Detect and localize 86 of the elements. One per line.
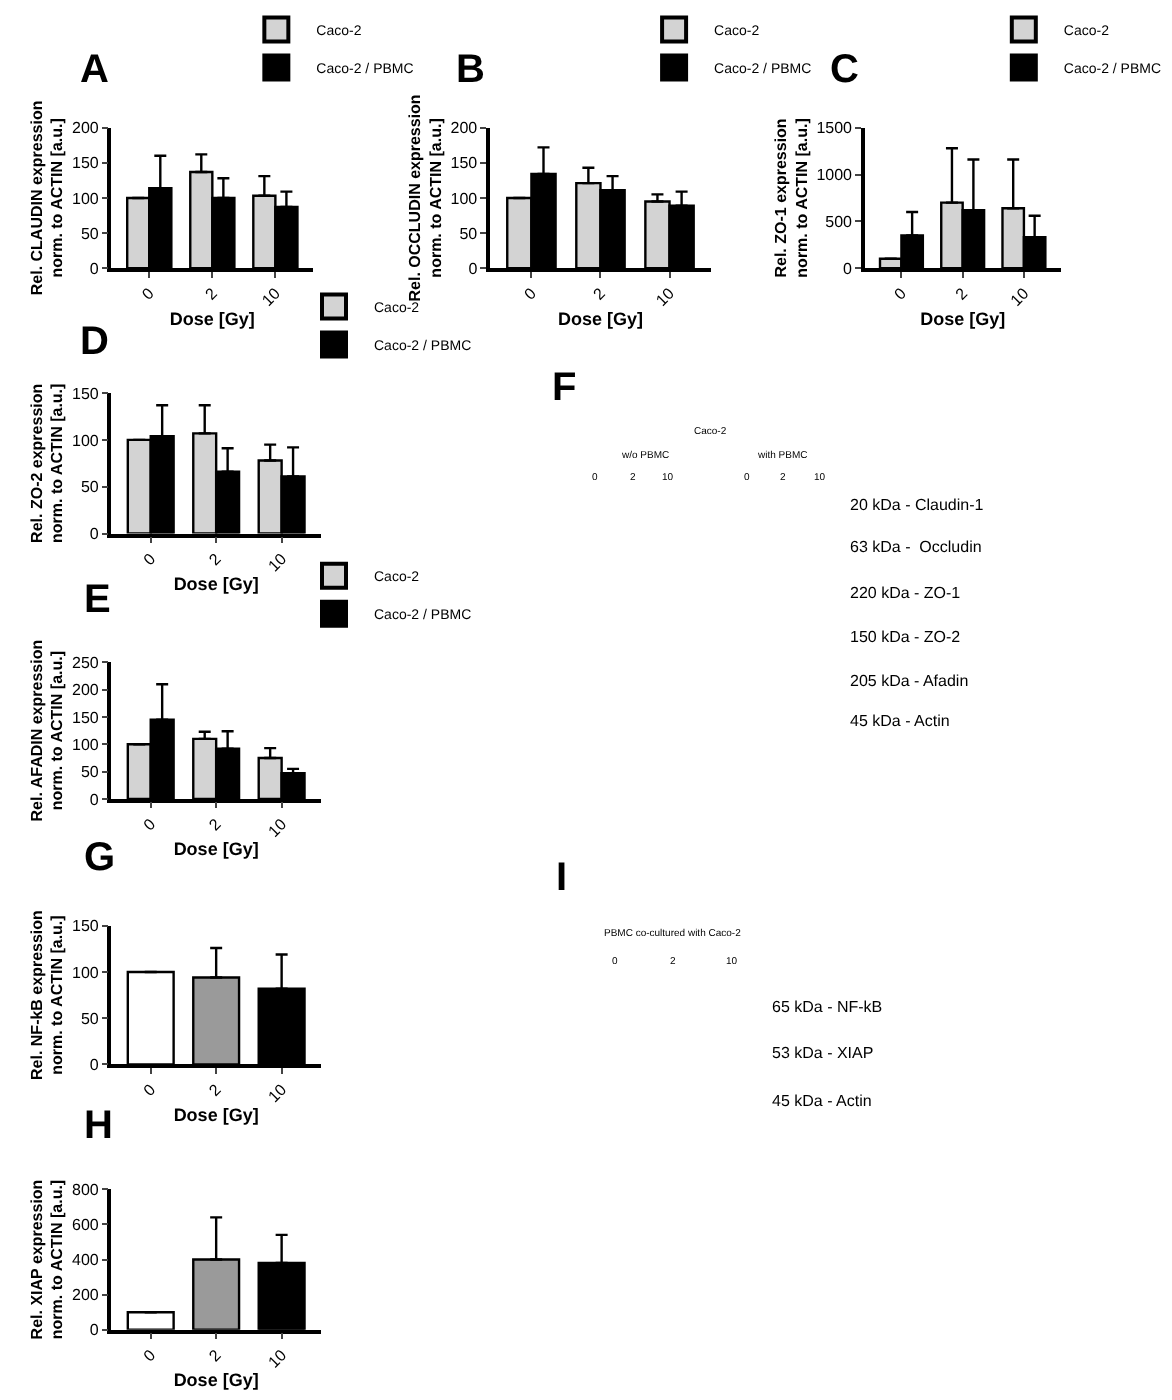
y-tick-label: 1000 bbox=[816, 166, 854, 185]
x-tick-label: 0 bbox=[890, 283, 911, 304]
x-tick-label: 10 bbox=[264, 814, 291, 841]
x-tick-label: 10 bbox=[258, 283, 285, 310]
y-tick-label: 50 bbox=[80, 763, 100, 782]
y-tick-label: 100 bbox=[72, 189, 100, 208]
x-tick-label: 2 bbox=[205, 1080, 226, 1100]
y-tick-label: 50 bbox=[80, 478, 100, 497]
chart-title: A bbox=[80, 48, 109, 92]
text: 45 kDa - Actin bbox=[850, 712, 950, 730]
x-axis-title: Dose [Gy] bbox=[173, 1104, 259, 1125]
text: F bbox=[552, 366, 577, 410]
x-tick-label: 2 bbox=[205, 1345, 226, 1366]
y-tick-label: 150 bbox=[72, 917, 100, 936]
y-tick-label: 0 bbox=[843, 259, 854, 278]
chart-title: E bbox=[84, 578, 111, 622]
y-tick-label: 50 bbox=[80, 1009, 100, 1028]
y-tick-label: 200 bbox=[72, 119, 100, 138]
x-tick-label: 2 bbox=[589, 283, 610, 304]
y-axis-title: Rel. AFADIN expression norm. to ACTIN [a.u.] bbox=[27, 639, 67, 822]
text: 20 kDa - Claudin-1 bbox=[850, 496, 985, 514]
y-tick-label: 50 bbox=[459, 224, 479, 243]
y-axis-title: Rel. CLAUDIN expression norm. to ACTIN [a.u.] bbox=[27, 100, 67, 296]
y-axis-title: Rel. NF-kB expression norm. to ACTIN [a.u.] bbox=[27, 909, 67, 1080]
y-tick-label: 1500 bbox=[816, 119, 854, 138]
x-tick-label: 2 bbox=[201, 283, 222, 304]
chart-title: H bbox=[84, 1104, 113, 1148]
x-tick-label: 0 bbox=[140, 549, 160, 570]
text: 150 kDa - ZO-2 bbox=[850, 628, 962, 646]
x-axis-title: Dose [Gy] bbox=[173, 573, 259, 594]
text: 220 kDa - ZO-1 bbox=[850, 584, 962, 602]
x-axis-title: Dose [Gy] bbox=[920, 308, 1006, 329]
y-tick-label: 500 bbox=[825, 212, 854, 231]
x-tick-label: 10 bbox=[652, 283, 679, 310]
text: I bbox=[556, 856, 568, 900]
y-axis-title: Rel. ZO-2 expression norm. to ACTIN [a.u.] bbox=[27, 382, 67, 544]
chart-title: D bbox=[80, 320, 109, 364]
y-tick-label: 0 bbox=[468, 259, 479, 278]
y-tick-label: 0 bbox=[89, 525, 100, 544]
y-axis-title: Rel. XIAP expression norm. to ACTIN [a.u.] bbox=[27, 1179, 67, 1340]
y-tick-label: 150 bbox=[72, 708, 100, 727]
x-tick-label: 2 bbox=[205, 814, 226, 835]
chart-title: C bbox=[830, 48, 859, 92]
x-tick-label: 10 bbox=[264, 1080, 291, 1107]
x-tick-label: 0 bbox=[520, 283, 541, 304]
y-tick-label: 800 bbox=[72, 1180, 100, 1199]
y-tick-label: 100 bbox=[450, 189, 479, 208]
x-tick-label: 2 bbox=[205, 549, 226, 570]
y-axis-title: Rel. ZO-1 expression norm. to ACTIN [a.u.] bbox=[771, 117, 811, 278]
text: 53 kDa - XIAP bbox=[772, 1044, 874, 1062]
y-tick-label: 200 bbox=[72, 681, 100, 700]
x-tick-label: 0 bbox=[140, 814, 160, 835]
y-tick-label: 100 bbox=[72, 431, 100, 450]
y-tick-label: 250 bbox=[72, 653, 100, 672]
text: 205 kDa - Afadin bbox=[850, 672, 969, 690]
y-tick-label: 0 bbox=[89, 790, 100, 809]
x-axis-title: Dose [Gy] bbox=[173, 839, 259, 860]
y-axis-title: Rel. OCCLUDIN expression norm. to ACTIN [a.u.] bbox=[406, 94, 445, 302]
text: 65 kDa - NF-kB bbox=[772, 998, 883, 1016]
chart-title: B bbox=[456, 48, 485, 92]
y-tick-label: 150 bbox=[450, 154, 479, 173]
x-axis-title: Dose [Gy] bbox=[557, 308, 643, 329]
text: 63 kDa - Occludin bbox=[850, 538, 982, 556]
y-tick-label: 0 bbox=[89, 259, 100, 278]
x-tick-label: 10 bbox=[264, 549, 291, 576]
y-tick-label: 150 bbox=[72, 154, 100, 173]
y-tick-label: 200 bbox=[450, 119, 479, 138]
x-tick-label: 0 bbox=[140, 1345, 160, 1366]
x-axis-title: Dose [Gy] bbox=[173, 1370, 259, 1391]
y-tick-label: 100 bbox=[72, 735, 100, 754]
x-tick-label: 10 bbox=[264, 1345, 291, 1372]
y-tick-label: 600 bbox=[72, 1215, 100, 1234]
x-axis-title: Dose [Gy] bbox=[169, 308, 255, 329]
x-tick-label: 2 bbox=[952, 283, 972, 304]
y-tick-label: 150 bbox=[72, 384, 100, 403]
y-tick-label: 200 bbox=[72, 1286, 100, 1305]
x-tick-label: 10 bbox=[1007, 283, 1034, 310]
text: 45 kDa - Actin bbox=[772, 1092, 872, 1110]
y-tick-label: 0 bbox=[89, 1321, 100, 1340]
x-tick-label: 0 bbox=[140, 1080, 160, 1100]
y-tick-label: 100 bbox=[72, 963, 100, 982]
y-tick-label: 400 bbox=[72, 1251, 100, 1270]
x-tick-label: 0 bbox=[138, 283, 159, 304]
y-tick-label: 50 bbox=[80, 224, 100, 243]
y-tick-label: 0 bbox=[89, 1055, 100, 1074]
chart-title: G bbox=[84, 836, 116, 880]
